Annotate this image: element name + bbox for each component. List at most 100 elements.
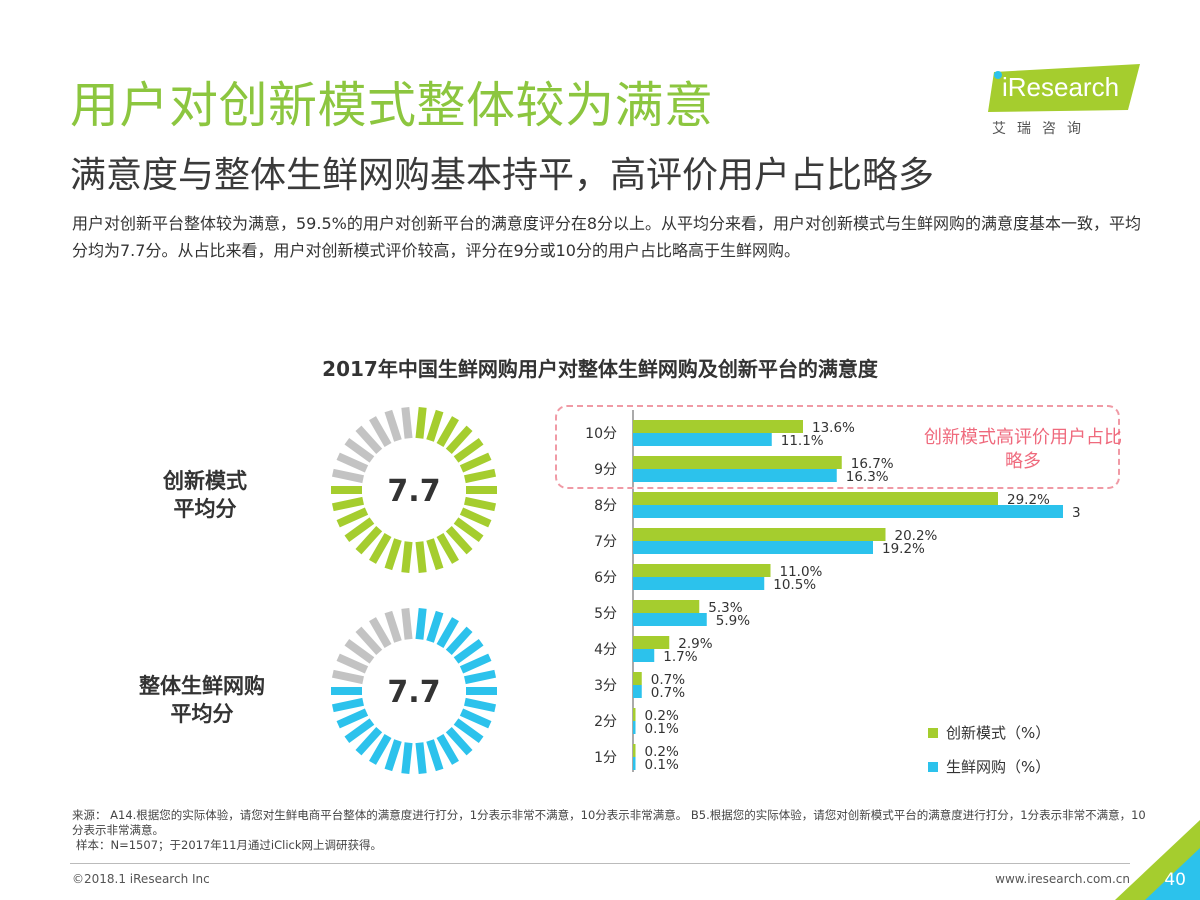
logo-text: iResearch — [1002, 72, 1120, 102]
bar-value-label: 11.1% — [781, 433, 824, 449]
category-label: 4分 — [594, 642, 617, 658]
category-label: 7分 — [594, 534, 617, 550]
gauge-label-innovation: 创新模式 平均分 — [135, 467, 275, 523]
legend-item-innovation: 创新模式（%） — [928, 722, 1050, 743]
gauge-tick — [415, 742, 427, 774]
bar-value-label: 0.7% — [651, 672, 685, 688]
bar — [633, 721, 636, 734]
bar-value-label: 5.9% — [716, 613, 750, 629]
footer-divider — [70, 863, 1130, 864]
gauge-tick — [453, 517, 484, 543]
gauge-tick — [331, 468, 364, 484]
gauge-tick — [331, 496, 364, 512]
gauge-tick — [355, 525, 383, 555]
gauge-tick — [384, 409, 402, 442]
gauge-tick — [464, 697, 497, 713]
gauge-tick — [459, 653, 492, 674]
page-corner-decoration — [1115, 820, 1200, 900]
bar-value-label: 2.9% — [678, 636, 712, 652]
copyright: ©2018.1 iResearch Inc — [72, 872, 210, 886]
gauge-tick — [384, 610, 402, 643]
gauge-tick — [436, 533, 459, 564]
category-label: 9分 — [594, 462, 617, 478]
gauge-innovation: 7.7 — [331, 407, 497, 573]
gauge-tick — [426, 409, 444, 442]
gauge-tick — [384, 538, 402, 571]
gauge-tick — [369, 416, 392, 447]
category-label: 1分 — [594, 750, 617, 766]
bar-value-label: 10.5% — [773, 577, 816, 593]
bar — [633, 541, 873, 554]
gauge-tick — [453, 437, 484, 463]
category-label: 5分 — [594, 606, 617, 622]
legend-label: 生鲜网购（%） — [946, 758, 1051, 776]
source-line-2: 样本：N=1507；于2017年11月通过iClick网上调研获得。 — [76, 838, 383, 852]
bar-value-label: 13.6% — [812, 420, 855, 436]
gauge-tick — [336, 708, 369, 729]
legend-label: 创新模式（%） — [946, 724, 1051, 742]
legend-item-overall: 生鲜网购（%） — [928, 756, 1050, 777]
bar — [633, 420, 803, 433]
gauge-label-line2: 平均分 — [173, 497, 237, 521]
gauge-tick — [369, 617, 392, 648]
gauge-tick — [464, 669, 497, 685]
legend-swatch — [928, 762, 938, 772]
bar-value-label: 29.2% — [1007, 492, 1050, 508]
gauge-tick — [445, 425, 473, 455]
bar-value-label: 0.1% — [645, 721, 679, 737]
bar — [633, 469, 837, 482]
bar-value-label: 11.0% — [780, 564, 823, 580]
gauge-tick — [445, 626, 473, 656]
gauge-tick — [336, 507, 369, 528]
gauge-tick — [344, 517, 375, 543]
category-label: 6分 — [594, 570, 617, 586]
gauge-overall: 7.7 — [331, 608, 497, 774]
gauge-tick — [401, 608, 413, 640]
gauge-tick — [355, 425, 383, 455]
bar — [633, 613, 707, 626]
gauge-tick — [336, 452, 369, 473]
gauge-tick — [336, 653, 369, 674]
callout-text: 创新模式高评价用户占比略多 — [924, 427, 1122, 472]
bar — [633, 577, 765, 590]
gauge-label-line1: 整体生鲜网购 — [139, 674, 265, 698]
category-label: 10分 — [585, 426, 617, 442]
source-line-1: 来源： A14.根据您的实际体验，请您对生鲜电商平台整体的满意度进行打分，1分表… — [72, 808, 1146, 837]
gauge-tick — [459, 507, 492, 528]
bar-value-label: 16.3% — [846, 469, 889, 485]
gauge-value: 7.7 — [387, 675, 440, 710]
page-number: 40 — [1164, 870, 1186, 890]
gauge-tick — [436, 416, 459, 447]
logo-subtitle: 艾瑞咨询 — [992, 121, 1092, 137]
gauge-tick — [415, 608, 427, 640]
page-subtitle: 满意度与整体生鲜网购基本持平，高评价用户占比略多 — [70, 155, 935, 196]
bar — [633, 505, 1063, 518]
gauge-tick — [464, 468, 497, 484]
gauge-tick — [355, 626, 383, 656]
bar — [633, 744, 636, 757]
gauge-tick — [344, 638, 375, 664]
gauge-tick — [436, 734, 459, 765]
gauge-tick — [369, 734, 392, 765]
gauge-tick — [384, 739, 402, 772]
gauge-tick — [344, 718, 375, 744]
bar — [633, 649, 655, 662]
bar — [633, 685, 642, 698]
legend-swatch — [928, 728, 938, 738]
page-title: 用户对创新模式整体较为满意 — [70, 77, 714, 134]
bar — [633, 636, 670, 649]
intro-paragraph: 用户对创新平台整体较为满意，59.5%的用户对创新平台的满意度评分在8分以上。从… — [72, 214, 1142, 260]
gauge-tick — [453, 718, 484, 744]
gauge-tick — [415, 407, 427, 439]
gauge-tick — [436, 617, 459, 648]
bar-value-label: 5.3% — [708, 600, 742, 616]
gauge-tick — [355, 726, 383, 756]
category-label: 8分 — [594, 498, 617, 514]
gauge-tick — [459, 452, 492, 473]
gauge-tick — [415, 541, 427, 573]
gauge-tick — [464, 496, 497, 512]
category-label: 3分 — [594, 678, 617, 694]
website-link[interactable]: www.iresearch.com.cn — [995, 872, 1130, 886]
bar — [633, 672, 642, 685]
bar-chart: 10分 13.6%11.1% 9分 16.7%16.3% 8分 29.2% 34.4% 7分 2… — [585, 410, 1080, 773]
